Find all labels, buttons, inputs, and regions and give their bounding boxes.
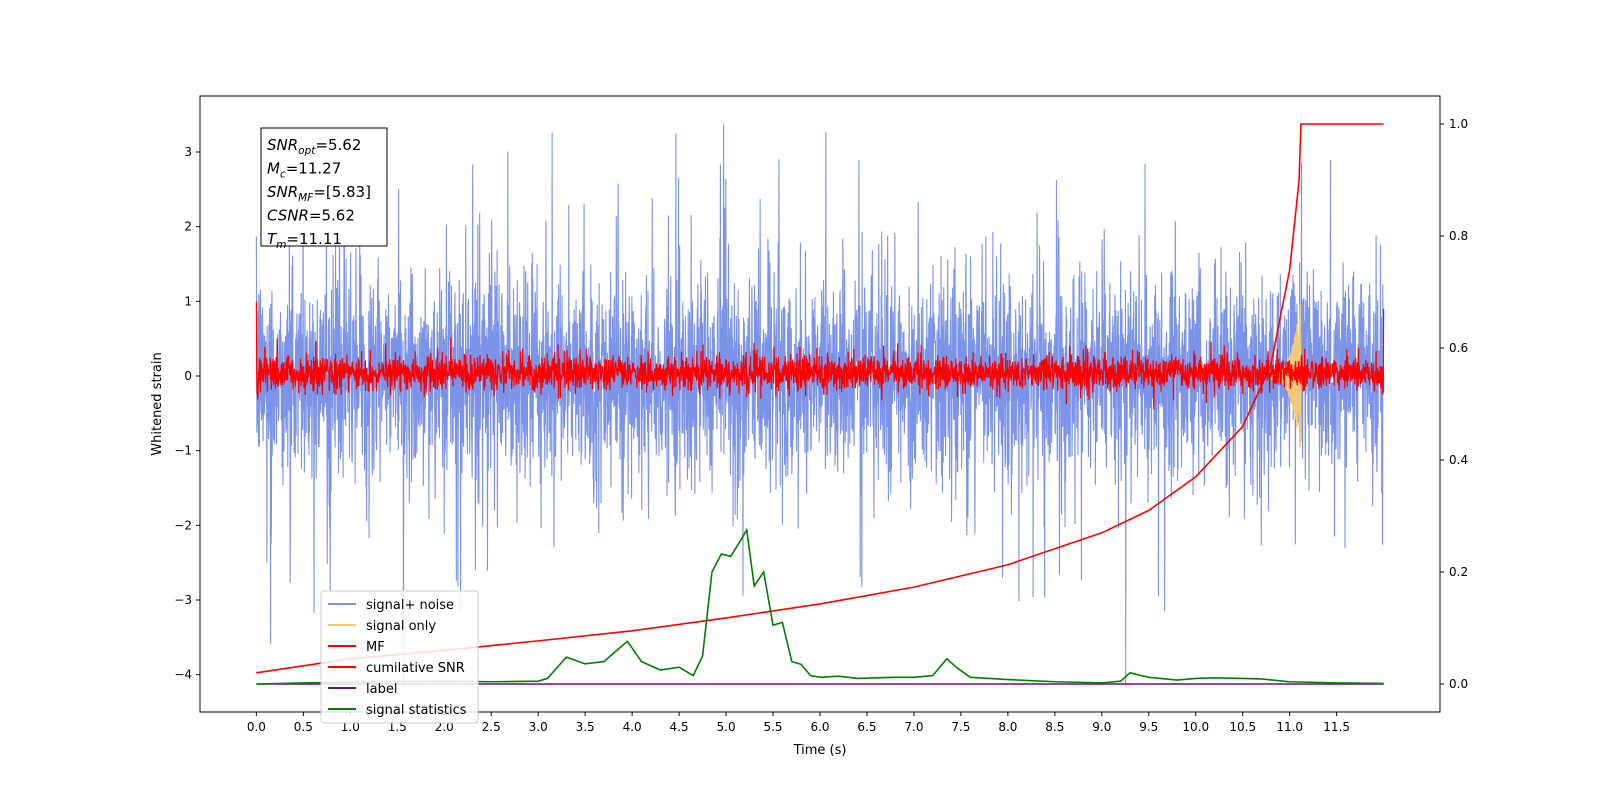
annotation-line: SNRMF=[5.83] (267, 183, 371, 204)
x-tick-label: 5.0 (717, 720, 736, 734)
annotation-line: CSNR=5.62 (267, 207, 355, 225)
y-tick-label: 1 (184, 294, 192, 308)
x-tick-label: 8.5 (1045, 720, 1064, 734)
y-axis-right: 1.0 0.8 0.6 0.4 0.2 0.0 (1440, 117, 1468, 691)
x-tick-label: 11.0 (1276, 720, 1303, 734)
y2-tick-label: 1.0 (1449, 117, 1468, 131)
y-tick-label: −1 (174, 444, 192, 458)
x-tick-label: 8.0 (998, 720, 1017, 734)
legend-item-label: signal only (366, 619, 436, 634)
x-tick-label: 4.5 (670, 720, 689, 734)
x-tick-label: 5.5 (763, 720, 782, 734)
series-mf (255, 301, 1385, 410)
y2-tick-label: 0.0 (1449, 677, 1468, 691)
y-tick-label: 0 (184, 369, 192, 383)
y-tick-label: 2 (184, 220, 192, 234)
x-tick-label: 9.5 (1139, 720, 1158, 734)
y-tick-label: −3 (174, 593, 192, 607)
x-tick-label: 6.5 (857, 720, 876, 734)
x-tick-label: 3.0 (529, 720, 548, 734)
x-tick-label: 6.0 (810, 720, 829, 734)
annotation-line: Tm=11.11 (267, 230, 342, 251)
y-tick-label: −2 (174, 518, 192, 532)
x-axis-label: Time (s) (793, 743, 847, 758)
legend-item-label: label (366, 682, 397, 697)
x-tick-label: 3.5 (576, 720, 595, 734)
y-tick-label: −4 (174, 668, 192, 682)
legend-item-label: MF (366, 640, 385, 655)
x-tick-label: 7.0 (904, 720, 923, 734)
x-tick-label: 4.0 (623, 720, 642, 734)
x-axis: 0.0 0.5 1.0 1.5 2.0 2.5 3.0 3.5 4.0 4.5 5.0 5.5 6.0 6… (247, 712, 1350, 734)
y2-tick-label: 0.2 (1449, 565, 1468, 579)
y2-tick-label: 0.8 (1449, 229, 1468, 243)
y-tick-label: 3 (184, 145, 192, 159)
x-tick-label: 7.5 (951, 720, 970, 734)
x-tick-label: 11.5 (1323, 720, 1350, 734)
legend-frame (320, 590, 479, 724)
x-tick-label: 10.0 (1182, 720, 1209, 734)
y-axis-left: 3 2 1 0 −1 −2 −3 −4 (174, 145, 200, 682)
legend-item-label: cumilative SNR (366, 661, 465, 676)
series-cumilative-snr (256, 123, 1384, 674)
x-tick-label: 0.5 (294, 720, 313, 734)
legend-item-label: signal statistics (366, 703, 467, 718)
y2-tick-label: 0.6 (1449, 341, 1468, 355)
annotation-frame (260, 127, 388, 247)
x-tick-label: 2.5 (482, 720, 501, 734)
annotation-line: Mc=11.27 (267, 160, 341, 181)
x-tick-label: 0.0 (247, 720, 266, 734)
legend-item-label: signal+ noise (366, 598, 454, 613)
x-tick-label: 9.0 (1092, 720, 1111, 734)
series-signal-statistics (256, 527, 1384, 685)
legend: signal+ noise signal only MF cumilative SNR… (320, 590, 479, 724)
y-axis-label: Whitened strain (150, 352, 165, 455)
series-signal-noise (255, 124, 1385, 685)
y2-tick-label: 0.4 (1449, 453, 1468, 467)
annotation-line: SNRopt=5.62 (267, 136, 361, 157)
x-tick-label: 10.5 (1229, 720, 1256, 734)
